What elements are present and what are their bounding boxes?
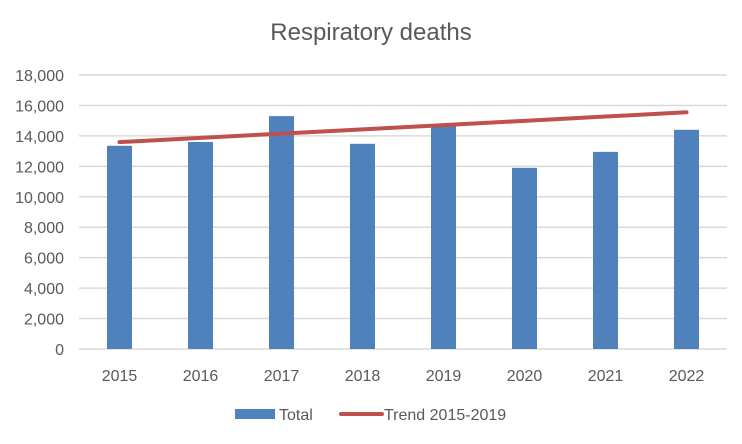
- x-tick-label: 2021: [588, 368, 624, 385]
- y-tick-label: 0: [55, 342, 64, 359]
- y-tick-label: 14,000: [15, 129, 64, 146]
- y-tick-label: 18,000: [15, 68, 64, 85]
- y-tick-label: 16,000: [15, 98, 64, 115]
- bar-2018: [350, 143, 375, 349]
- trend-line-group: [117, 110, 689, 145]
- legend-label-total: Total: [279, 407, 313, 424]
- chart-title: Respiratory deaths: [270, 19, 471, 46]
- bar-2017: [269, 116, 294, 349]
- x-axis-ticks: 2015 2016 2017 2018 2019 2020 2021 2022: [102, 368, 705, 385]
- bar-2019: [431, 124, 456, 349]
- bar-2021: [593, 151, 618, 349]
- x-tick-label: 2017: [264, 368, 300, 385]
- x-tick-label: 2020: [507, 368, 543, 385]
- x-tick-label: 2022: [669, 368, 705, 385]
- bars: [107, 116, 699, 349]
- y-tick-label: 8,000: [24, 220, 64, 237]
- y-tick-label: 2,000: [24, 312, 64, 329]
- y-axis-ticks: 0 2,000 4,000 6,000 8,000 10,000 12,000 14,000 1…: [15, 68, 64, 359]
- legend: Total Trend 2015-2019: [235, 407, 506, 424]
- y-tick-label: 10,000: [15, 190, 64, 207]
- y-tick-label: 4,000: [24, 281, 64, 298]
- x-tick-label: 2016: [183, 368, 219, 385]
- x-tick-label: 2015: [102, 368, 138, 385]
- gridlines: [79, 74, 727, 350]
- x-tick-label: 2018: [345, 368, 381, 385]
- legend-label-trend: Trend 2015-2019: [384, 407, 506, 424]
- x-tick-label: 2019: [426, 368, 462, 385]
- bar-2016: [188, 141, 213, 349]
- bar-2020: [512, 167, 537, 349]
- bar-2022: [674, 129, 699, 349]
- trend-line: [117, 110, 689, 145]
- y-tick-label: 12,000: [15, 159, 64, 176]
- legend-swatch-total: [235, 409, 275, 419]
- bar-2015: [107, 145, 132, 349]
- y-tick-label: 6,000: [24, 251, 64, 268]
